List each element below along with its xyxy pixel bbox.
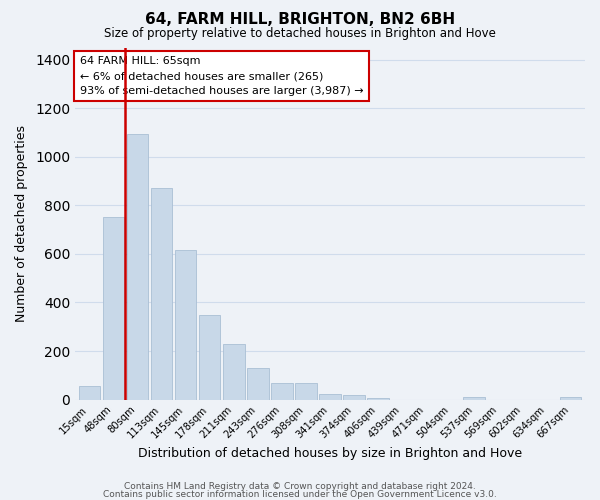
X-axis label: Distribution of detached houses by size in Brighton and Hove: Distribution of detached houses by size …: [138, 447, 522, 460]
Bar: [560, 397, 581, 400]
Bar: [151, 188, 172, 400]
Text: 64, FARM HILL, BRIGHTON, BN2 6BH: 64, FARM HILL, BRIGHTON, BN2 6BH: [145, 12, 455, 28]
Text: Size of property relative to detached houses in Brighton and Hove: Size of property relative to detached ho…: [104, 28, 496, 40]
Bar: [463, 397, 485, 400]
Bar: [127, 134, 148, 400]
Text: 64 FARM HILL: 65sqm
← 6% of detached houses are smaller (265)
93% of semi-detach: 64 FARM HILL: 65sqm ← 6% of detached hou…: [80, 56, 364, 96]
Bar: [343, 395, 365, 400]
Bar: [271, 383, 293, 400]
Y-axis label: Number of detached properties: Number of detached properties: [15, 125, 28, 322]
Text: Contains HM Land Registry data © Crown copyright and database right 2024.: Contains HM Land Registry data © Crown c…: [124, 482, 476, 491]
Bar: [103, 218, 124, 400]
Bar: [199, 314, 220, 400]
Bar: [247, 368, 269, 400]
Text: Contains public sector information licensed under the Open Government Licence v3: Contains public sector information licen…: [103, 490, 497, 499]
Bar: [79, 386, 100, 400]
Bar: [223, 344, 245, 400]
Bar: [175, 250, 196, 400]
Bar: [319, 394, 341, 400]
Bar: [295, 382, 317, 400]
Bar: [367, 398, 389, 400]
